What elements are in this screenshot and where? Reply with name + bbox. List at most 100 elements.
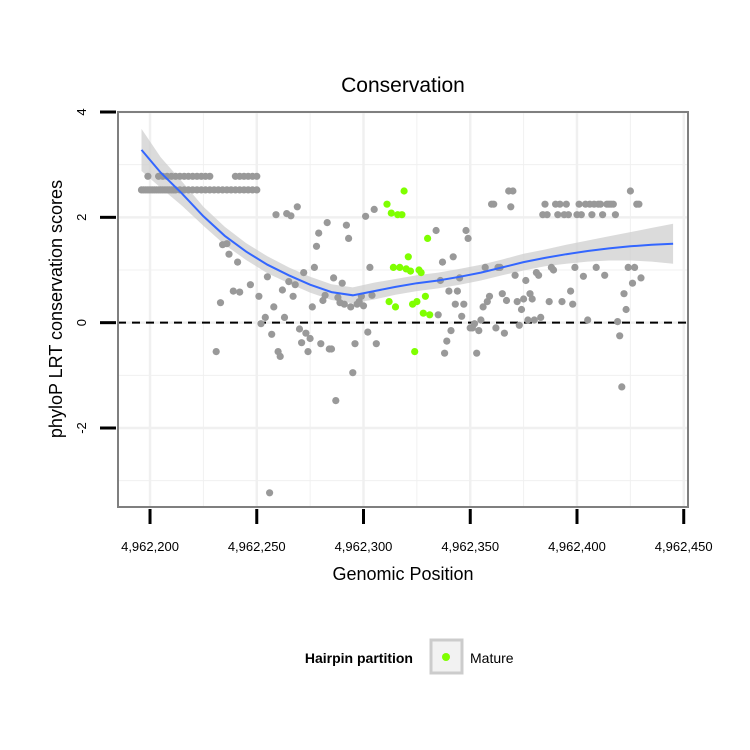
point-other xyxy=(280,313,289,321)
point-other xyxy=(308,303,316,311)
point-other xyxy=(368,291,376,299)
point-other xyxy=(317,340,325,348)
point-other xyxy=(498,290,506,298)
point-other xyxy=(609,200,617,208)
y-tick-label: 4 xyxy=(74,108,89,115)
point-other xyxy=(535,271,543,279)
point-other xyxy=(291,281,299,289)
point-mature xyxy=(406,267,415,275)
point-other xyxy=(517,305,526,314)
point-other xyxy=(229,287,237,295)
point-other xyxy=(481,263,489,271)
point-mature xyxy=(385,298,393,306)
point-other xyxy=(628,279,637,287)
point-other xyxy=(637,274,645,282)
point-other xyxy=(287,212,295,220)
point-other xyxy=(473,349,481,357)
x-tick-label: 4,962,250 xyxy=(228,539,286,554)
point-other xyxy=(611,211,620,219)
point-other xyxy=(253,172,261,180)
point-other xyxy=(278,286,286,294)
point-other xyxy=(443,337,451,345)
point-other xyxy=(500,329,508,337)
point-other xyxy=(622,305,630,314)
point-other xyxy=(253,186,261,194)
legend-key-mature xyxy=(442,653,450,661)
point-other xyxy=(270,303,278,311)
point-other xyxy=(528,295,536,303)
data-points xyxy=(137,172,645,497)
point-mature xyxy=(424,234,432,242)
point-mature xyxy=(411,348,419,356)
point-other xyxy=(216,299,225,307)
point-other xyxy=(266,489,274,497)
point-other xyxy=(635,200,643,208)
point-other xyxy=(340,300,348,308)
point-other xyxy=(276,352,284,360)
point-mature xyxy=(400,187,408,195)
point-other xyxy=(255,292,263,300)
point-other xyxy=(554,211,562,219)
point-other xyxy=(351,340,359,348)
point-other xyxy=(624,263,632,271)
point-other xyxy=(366,263,374,271)
point-other xyxy=(268,330,276,338)
point-other xyxy=(445,287,453,295)
x-axis-label: Genomic Position xyxy=(332,564,473,584)
point-other xyxy=(562,200,570,208)
point-other xyxy=(490,200,498,208)
point-other xyxy=(212,348,220,356)
point-mature xyxy=(404,253,412,261)
point-mature xyxy=(419,309,427,317)
point-mature xyxy=(391,303,400,311)
point-other xyxy=(545,298,553,306)
point-other xyxy=(289,292,297,300)
point-other xyxy=(462,226,470,235)
x-tick-label: 4,962,300 xyxy=(335,539,393,554)
point-other xyxy=(225,250,233,258)
point-other xyxy=(306,334,314,343)
point-other xyxy=(626,187,635,195)
legend: Hairpin partition Mature xyxy=(305,638,514,675)
point-other xyxy=(293,203,301,211)
point-other xyxy=(338,279,346,287)
point-other xyxy=(359,302,368,310)
point-other xyxy=(347,303,355,311)
point-other xyxy=(453,287,461,295)
point-other xyxy=(298,339,306,347)
point-other xyxy=(332,397,340,405)
point-other xyxy=(349,369,357,377)
point-other xyxy=(569,300,577,308)
point-mature xyxy=(387,209,395,217)
point-other xyxy=(618,383,626,391)
point-other xyxy=(295,325,304,333)
point-other xyxy=(530,316,538,324)
point-other xyxy=(451,300,459,308)
point-other xyxy=(502,296,511,305)
point-other xyxy=(234,258,242,266)
point-other xyxy=(438,258,447,266)
point-other xyxy=(620,290,628,298)
x-tick-label: 4,962,400 xyxy=(548,539,606,554)
point-other xyxy=(485,292,494,300)
point-other xyxy=(475,327,483,335)
point-other xyxy=(447,327,455,335)
point-other xyxy=(601,271,609,279)
point-other xyxy=(575,200,583,208)
point-other xyxy=(543,211,551,219)
point-other xyxy=(515,321,523,329)
point-other xyxy=(524,316,532,324)
point-mature xyxy=(398,211,406,219)
point-other xyxy=(507,203,515,211)
plot-area xyxy=(117,110,689,508)
x-axis: 4,962,200 4,962,250 4,962,300 4,962,350 4,96… xyxy=(121,509,713,554)
point-mature xyxy=(421,292,429,300)
point-other xyxy=(616,332,624,340)
point-other xyxy=(577,211,585,219)
point-other xyxy=(342,221,350,229)
point-other xyxy=(310,263,318,271)
point-other xyxy=(302,329,310,337)
point-other xyxy=(509,187,517,195)
point-other xyxy=(460,300,468,308)
